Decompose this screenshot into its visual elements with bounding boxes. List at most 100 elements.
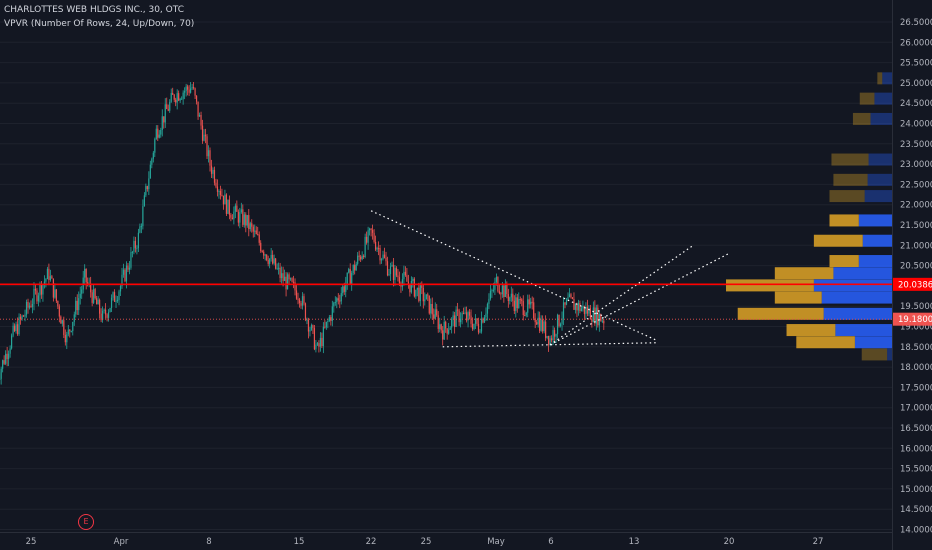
candle-body [34,288,37,291]
candle-body [492,289,495,291]
candle-body [419,285,421,301]
symbol-legend[interactable]: CHARLOTTES WEB HLDGS INC., 30, OTC [4,5,184,15]
candle-body [564,302,566,305]
candle-body [379,248,381,261]
candle-body [442,330,444,340]
candle-body [233,211,235,220]
volume-profile-down-bar [786,324,836,337]
indicator-legend[interactable]: VPVR (Number Of Rows, 24, Up/Down, 70) [4,19,195,29]
candle-body [307,319,310,332]
candle-body [500,293,502,295]
candle-body [58,306,60,317]
time-axis-label: May [487,537,505,547]
candle-body [412,278,414,281]
candle-body [380,259,383,261]
candle-body [254,230,256,232]
candle-body [503,285,505,298]
candle-body [528,299,530,305]
candle-body [351,272,353,284]
candle-body [370,228,372,230]
candle-body [576,304,578,311]
candle-body [191,87,193,89]
candle-body [54,289,56,298]
candle-body [255,230,257,235]
candle-body [49,276,51,281]
candle-body [294,282,296,291]
candle-body [130,252,132,268]
candle-body [467,311,469,321]
candle-body [158,134,160,138]
candle-body [316,343,318,345]
volume-profile-up-bar [821,291,892,304]
time-axis[interactable]: 25 Apr 8 15 22 25 May 6 13 20 27 [0,532,892,548]
candle-body [597,307,599,326]
candle-body [104,309,107,315]
candle-body [506,284,508,295]
dotted-trend-line[interactable] [549,252,730,346]
volume-profile-up-bar [864,190,892,203]
volume-profile-up-bar [858,255,892,268]
candle-body [185,86,187,92]
earnings-event-icon[interactable]: E [78,514,94,530]
candle-body [70,331,72,333]
candle-body [52,278,54,298]
candle-body [21,315,23,320]
candle-body [292,281,295,283]
last-price-tag-box [893,312,932,326]
candle-body [94,289,96,299]
candle-body [218,191,220,193]
candle-body [303,296,305,304]
time-axis-label: 22 [366,537,377,547]
candle-body [279,267,281,279]
price-axis[interactable]: 26.5000 26.0000 25.5000 25.0000 24.5000 24.00… [892,0,932,550]
time-axis-label: 8 [206,537,211,547]
candle-body [512,293,514,301]
dotted-trend-line[interactable] [549,244,694,346]
candle-body [452,315,454,320]
candle-body [319,337,321,347]
candle-body [413,278,415,297]
candle-body [468,311,471,316]
candle-body [154,139,156,153]
candle-body [66,334,68,343]
candle-body [18,316,20,335]
price-axis-label: 15.5000 [900,465,932,475]
candle-body [507,294,509,302]
candle-body [219,191,222,195]
candle-body [260,242,262,252]
candle-body [222,195,225,205]
candle-body [109,307,111,313]
candle-body [394,267,396,280]
candle-body [410,280,412,293]
candle-body [525,312,527,316]
candle-body [160,130,162,135]
candle-body [201,125,204,141]
candle-body [524,315,526,317]
candle-body [443,321,445,340]
candle-body [403,271,405,280]
candle-body [228,199,230,215]
candle-body [172,92,174,95]
candle-body [118,291,120,300]
candle-body [36,290,38,302]
candle-body [127,265,129,270]
candle-body [61,320,63,324]
candle-body [209,150,211,166]
candle-body [592,307,594,322]
candle-body [603,320,605,324]
candle-body [586,306,588,314]
dotted-trend-line[interactable] [370,210,658,342]
candle-body [439,324,441,329]
time-axis-label: Apr [114,537,129,547]
candle-body [366,236,368,243]
candle-body [515,297,517,311]
candle-body [360,256,362,260]
candle-body [242,209,244,225]
candle-body [425,294,427,300]
volume-profile-down-bar [833,173,868,186]
volume-profile-down-bar [813,234,863,247]
candle-body [322,326,324,347]
price-axis-label: 22.0000 [900,201,932,211]
candle-body [93,289,95,303]
